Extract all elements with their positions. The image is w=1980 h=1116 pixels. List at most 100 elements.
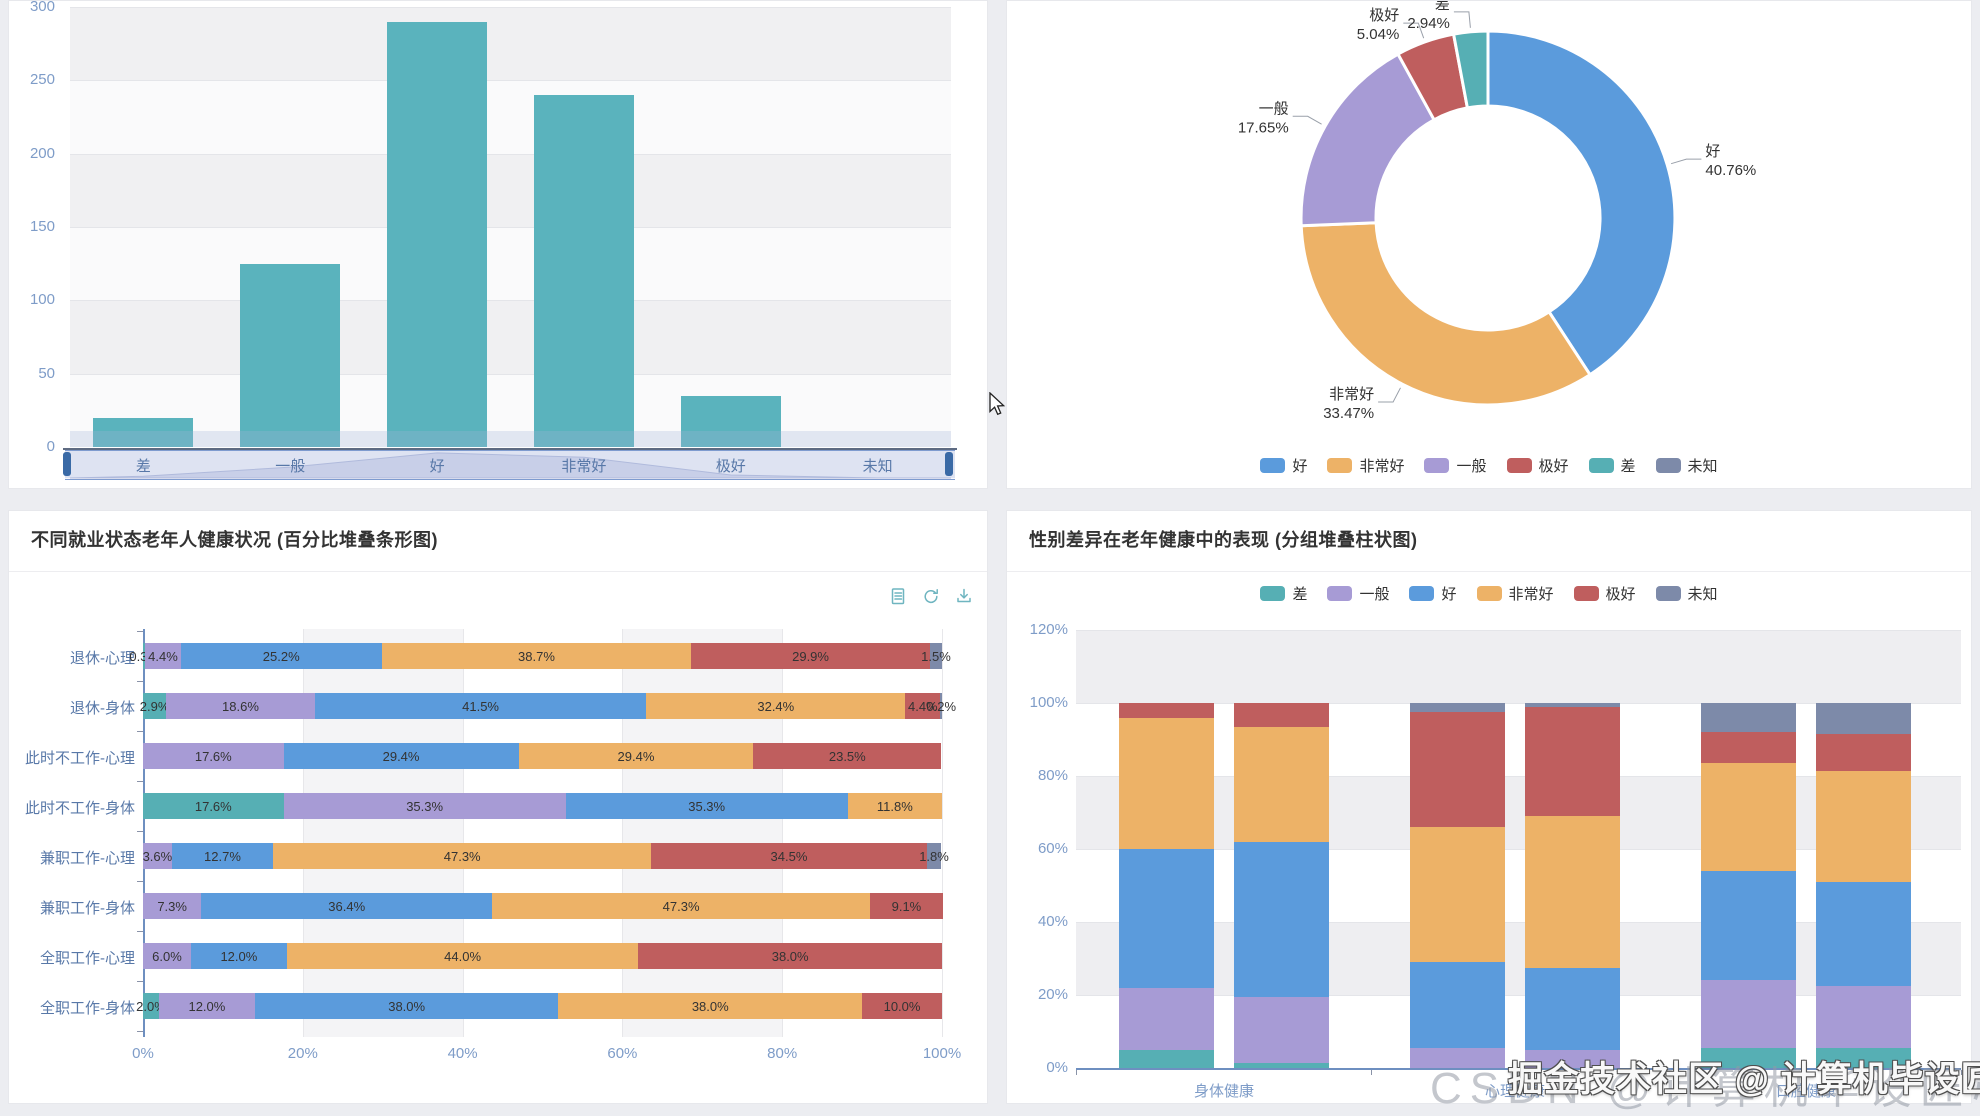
refresh-icon[interactable] <box>922 587 940 610</box>
bar-segment-此时不工作-心理-极好[interactable]: 23.5% <box>753 743 942 769</box>
bar-极好[interactable] <box>680 395 781 447</box>
column-segment-身体健康-bar1-非常好[interactable] <box>1119 717 1214 849</box>
column-segment-口腔健康-bar1-极好[interactable] <box>1701 732 1796 764</box>
bar-segment-全职工作-身体-差[interactable]: 2.0% <box>136 993 166 1019</box>
bar-segment-退休-身体-好[interactable]: 41.5% <box>314 693 647 719</box>
donut-slice-好[interactable] <box>1486 29 1677 377</box>
column-segment-身体健康-bar1-差[interactable] <box>1119 1049 1214 1068</box>
split-band <box>622 629 783 1037</box>
bar-segment-退休-心理-极好[interactable]: 29.9% <box>691 643 930 669</box>
bar-segment-兼职工作-身体-非常好[interactable]: 47.3% <box>492 893 871 919</box>
bar-segment-兼职工作-心理-未知[interactable]: 1.8% <box>919 843 949 869</box>
donut-legend-item-一般[interactable]: 一般 <box>1424 455 1487 476</box>
bar-segment-退休-身体-非常好[interactable]: 32.4% <box>646 693 906 719</box>
column-segment-心理健康-bar2-未知[interactable] <box>1525 703 1620 707</box>
column-segment-身体健康-bar2-非常好[interactable] <box>1234 726 1329 842</box>
bar-segment-退休-身体-未知[interactable]: 0.2% <box>926 693 956 719</box>
bar-segment-全职工作-心理-好[interactable]: 12.0% <box>190 943 287 969</box>
grouped-legend-item-一般[interactable]: 一般 <box>1327 583 1389 604</box>
bar-segment-退休-身体-极好[interactable]: 4.4% <box>905 693 941 719</box>
bar-segment-兼职工作-身体-好[interactable]: 36.4% <box>201 893 493 919</box>
column-segment-口腔健康-bar2-非常好[interactable] <box>1816 770 1911 882</box>
bar-一般[interactable] <box>240 263 341 447</box>
column-segment-心理健康-bar1-好[interactable] <box>1410 962 1505 1048</box>
grouped-legend-item-未知[interactable]: 未知 <box>1655 583 1718 604</box>
datazoom-right-handle[interactable] <box>945 452 953 476</box>
column-segment-口腔健康-bar2-一般[interactable] <box>1816 985 1911 1048</box>
axis-tick <box>1666 1070 1667 1075</box>
bar-segment-退休-身体-一般[interactable]: 18.6% <box>166 693 315 719</box>
column-segment-心理健康-bar2-一般[interactable] <box>1525 1049 1620 1068</box>
bar-segment-退休-心理-一般[interactable]: 4.4% <box>145 643 181 669</box>
grouped-legend-item-非常好[interactable]: 非常好 <box>1476 583 1554 604</box>
grouped-legend-item-极好[interactable]: 极好 <box>1573 583 1636 604</box>
column-segment-心理健康-bar2-非常好[interactable] <box>1525 816 1620 968</box>
column-segment-口腔健康-bar2-好[interactable] <box>1816 881 1911 986</box>
bar-segment-全职工作-身体-非常好[interactable]: 38.0% <box>558 993 863 1019</box>
column-segment-身体健康-bar1-极好[interactable] <box>1119 703 1214 718</box>
donut-legend-item-非常好[interactable]: 非常好 <box>1327 455 1404 476</box>
bar-segment-全职工作-身体-好[interactable]: 38.0% <box>254 993 559 1019</box>
donut-legend-item-差[interactable]: 差 <box>1588 455 1636 476</box>
datazoom-selected-range[interactable] <box>65 451 955 478</box>
data-view-icon[interactable] <box>889 587 907 610</box>
column-segment-口腔健康-bar1-一般[interactable] <box>1701 980 1796 1048</box>
donut-slice-差[interactable] <box>1452 29 1490 110</box>
legend-swatch-一般 <box>1327 586 1353 601</box>
grouped-legend-item-好[interactable]: 好 <box>1409 583 1457 604</box>
bar-segment-兼职工作-心理-一般[interactable]: 3.6% <box>143 843 172 869</box>
column-segment-心理健康-bar2-极好[interactable] <box>1525 706 1620 817</box>
column-segment-心理健康-bar1-一般[interactable] <box>1410 1047 1505 1068</box>
column-segment-口腔健康-bar1-差[interactable] <box>1701 1047 1796 1068</box>
bar-segment-退休-心理-非常好[interactable]: 38.7% <box>381 643 692 669</box>
column-segment-身体健康-bar2-一般[interactable] <box>1234 996 1329 1063</box>
column-segment-口腔健康-bar2-差[interactable] <box>1816 1047 1911 1068</box>
split-band <box>1076 776 1961 849</box>
column-segment-心理健康-bar1-非常好[interactable] <box>1410 827 1505 963</box>
grouped-legend-item-差[interactable]: 差 <box>1260 583 1307 604</box>
column-segment-身体健康-bar1-一般[interactable] <box>1119 987 1214 1050</box>
bar-非常好[interactable] <box>533 95 634 447</box>
column-segment-身体健康-bar2-好[interactable] <box>1234 841 1329 997</box>
column-segment-心理健康-bar1-极好[interactable] <box>1410 712 1505 828</box>
bar-segment-全职工作-心理-一般[interactable]: 6.0% <box>143 943 191 969</box>
column-segment-口腔健康-bar1-未知[interactable] <box>1701 703 1796 733</box>
bar-segment-兼职工作-心理-好[interactable]: 12.7% <box>171 843 274 869</box>
bar-segment-此时不工作-身体-非常好[interactable]: 11.8% <box>847 793 942 819</box>
bar-差[interactable] <box>93 417 194 447</box>
bar-segment-兼职工作-心理-极好[interactable]: 34.5% <box>651 843 927 869</box>
bar-segment-全职工作-身体-极好[interactable]: 10.0% <box>862 993 942 1019</box>
bar-segment-此时不工作-心理-好[interactable]: 29.4% <box>283 743 519 769</box>
bar-segment-兼职工作-身体-极好[interactable]: 9.1% <box>870 893 943 919</box>
bar-好[interactable] <box>387 21 488 447</box>
column-segment-身体健康-bar2-极好[interactable] <box>1234 703 1329 727</box>
bar-segment-退休-身体-差[interactable]: 2.9% <box>140 693 169 719</box>
bar-segment-此时不工作-身体-差[interactable]: 17.6% <box>143 793 284 819</box>
column-segment-口腔健康-bar1-非常好[interactable] <box>1701 763 1796 871</box>
column-segment-口腔健康-bar2-未知[interactable] <box>1816 703 1911 735</box>
bar-segment-全职工作-心理-极好[interactable]: 38.0% <box>638 943 942 969</box>
bar-segment-兼职工作-心理-非常好[interactable]: 47.3% <box>273 843 652 869</box>
datazoom-left-handle[interactable] <box>63 452 71 476</box>
column-segment-口腔健康-bar2-极好[interactable] <box>1816 734 1911 771</box>
donut-legend-item-好[interactable]: 好 <box>1260 455 1307 476</box>
donut-slice-非常好[interactable] <box>1299 221 1592 407</box>
bar-segment-此时不工作-心理-一般[interactable]: 17.6% <box>143 743 284 769</box>
bar-segment-此时不工作-身体-一般[interactable]: 35.3% <box>283 793 566 819</box>
column-segment-心理健康-bar2-好[interactable] <box>1525 967 1620 1050</box>
bar-segment-兼职工作-身体-一般[interactable]: 7.3% <box>143 893 202 919</box>
bar-segment-全职工作-身体-一般[interactable]: 12.0% <box>158 993 255 1019</box>
bar-segment-退休-心理-未知[interactable]: 1.5% <box>921 643 951 669</box>
bar-segment-全职工作-心理-非常好[interactable]: 44.0% <box>286 943 639 969</box>
legend-swatch-极好 <box>1506 458 1532 473</box>
donut-legend-item-极好[interactable]: 极好 <box>1506 455 1569 476</box>
donut-legend-item-未知[interactable]: 未知 <box>1655 455 1718 476</box>
bar-segment-此时不工作-身体-好[interactable]: 35.3% <box>565 793 848 819</box>
column-segment-心理健康-bar1-未知[interactable] <box>1410 703 1505 713</box>
column-segment-身体健康-bar2-差[interactable] <box>1234 1062 1329 1068</box>
bar-segment-此时不工作-心理-非常好[interactable]: 29.4% <box>518 743 754 769</box>
column-segment-身体健康-bar1-好[interactable] <box>1119 849 1214 988</box>
download-icon[interactable] <box>955 587 973 610</box>
bar-segment-退休-心理-好[interactable]: 25.2% <box>180 643 382 669</box>
column-segment-口腔健康-bar1-好[interactable] <box>1701 870 1796 981</box>
